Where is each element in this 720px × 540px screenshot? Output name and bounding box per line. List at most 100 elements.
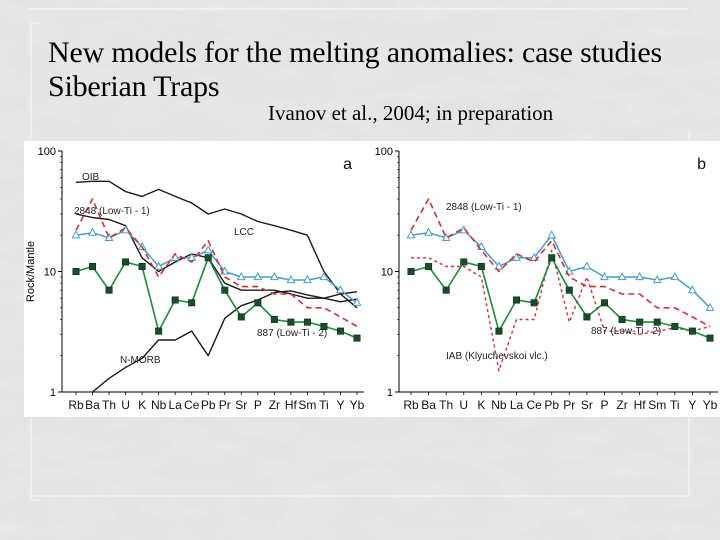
- y-axis-label: Rock/Mantle: [25, 241, 37, 302]
- x-tick-label: K: [477, 398, 485, 412]
- x-tick-label: Pb: [544, 398, 559, 412]
- data-point: [687, 285, 697, 294]
- data-point: [336, 285, 345, 294]
- data-point: [635, 271, 645, 281]
- data-point: [254, 299, 262, 307]
- series-line: [75, 180, 358, 309]
- panel-letter: a: [343, 156, 352, 173]
- x-tick-label: Rb: [403, 398, 419, 412]
- spider-diagram-a: 100 10 1 Rock/Mantle Rb Ba Th U K Nb La Ce Pb Pr Sr P Zr…: [25, 146, 365, 412]
- data-point: [425, 263, 433, 271]
- chart-panel-a: 100 10 1 Rock/Mantle Rb Ba Th U K Nb La Ce Pb Pr Sr P Zr…: [24, 141, 376, 417]
- x-tick-label: Nb: [151, 398, 167, 412]
- x-tick-label: Ce: [184, 398, 200, 412]
- data-point: [204, 254, 212, 262]
- data-point: [652, 274, 662, 284]
- x-tick-label: Ce: [526, 398, 542, 412]
- data-point: [705, 302, 715, 311]
- data-point: [71, 230, 81, 239]
- title-line-1: New models for the melting anomalies: ca…: [48, 36, 663, 69]
- series-line: [75, 213, 358, 299]
- data-point: [442, 286, 450, 294]
- series-label: 2848 (Low-Ti - 1): [74, 206, 150, 217]
- y-tick-label: 10: [44, 267, 56, 279]
- series-label: N-MORB: [120, 355, 161, 366]
- data-point: [617, 271, 627, 281]
- series-label: LCC: [234, 227, 254, 238]
- y-tick-label: 10: [381, 267, 393, 279]
- data-point: [203, 245, 213, 254]
- data-point: [236, 271, 246, 281]
- data-point: [477, 263, 485, 271]
- x-tick-label: Sm: [298, 398, 316, 412]
- y-tick-label: 100: [375, 146, 393, 158]
- x-tick-label: Hf: [634, 398, 647, 412]
- data-point: [565, 286, 573, 294]
- data-point: [336, 327, 344, 335]
- x-tick-label: Sm: [648, 398, 666, 412]
- series-line: [75, 229, 358, 304]
- data-point: [253, 271, 263, 281]
- x-tick-label: Pr: [563, 398, 575, 412]
- spider-diagram-b: 100 10 1 Rb Ba Th U K Nb La Ce Pb Pr Sr P Zr Hf Sm Ti Y Yb b 2…: [375, 146, 718, 412]
- x-tick-label: Y: [336, 398, 344, 412]
- x-tick-label: Sr: [581, 398, 593, 412]
- x-tick-label: Yb: [350, 398, 365, 412]
- data-point: [237, 313, 245, 321]
- data-point: [582, 261, 592, 270]
- data-point: [353, 334, 361, 342]
- series-label: OIB: [82, 172, 100, 183]
- series-label: IAB (Klyuchevskoi vlc.): [446, 351, 548, 362]
- x-tick-label: P: [600, 398, 608, 412]
- series-line: [75, 198, 358, 328]
- x-tick-label: La: [168, 398, 182, 412]
- data-point: [320, 322, 328, 330]
- x-tick-label: Pr: [219, 398, 231, 412]
- panel-letter: b: [697, 156, 706, 173]
- series-label: 887 (Low-Ti - 2): [257, 328, 327, 339]
- x-tick-label: La: [510, 398, 524, 412]
- data-point: [600, 271, 609, 281]
- frame-top-line: [28, 8, 688, 10]
- data-point: [302, 274, 312, 284]
- x-tick-label: Th: [102, 398, 116, 412]
- x-tick-label: Zr: [616, 398, 627, 412]
- series-label: 2848 (Low-Ti - 1): [446, 202, 522, 213]
- data-point: [270, 315, 278, 323]
- data-point: [670, 271, 680, 281]
- series-line: [411, 249, 711, 372]
- x-tick-label: Y: [688, 398, 696, 412]
- data-point: [548, 254, 556, 262]
- data-point: [89, 263, 97, 271]
- plot-area: [406, 198, 715, 372]
- data-point: [303, 318, 311, 326]
- y-tick-label: 1: [387, 387, 393, 399]
- x-tick-label: U: [121, 398, 130, 412]
- data-point: [653, 318, 661, 326]
- data-point: [138, 263, 146, 271]
- data-point: [269, 271, 279, 281]
- data-point: [171, 296, 179, 304]
- data-point: [583, 313, 591, 321]
- y-tick-label: 1: [50, 387, 56, 399]
- data-point: [188, 299, 196, 307]
- series-line: [410, 198, 711, 328]
- data-point: [512, 252, 521, 261]
- data-point: [122, 258, 130, 266]
- data-point: [221, 286, 229, 294]
- x-tick-label: Ti: [670, 398, 680, 412]
- x-tick-label: Ba: [421, 398, 436, 412]
- x-tick-label: Th: [439, 398, 453, 412]
- data-point: [494, 261, 504, 270]
- slide-title: New models for the melting anomalies: ca…: [48, 36, 662, 104]
- data-point: [706, 334, 714, 342]
- y-tick-label: 100: [38, 146, 56, 158]
- data-point: [600, 299, 608, 307]
- x-tick-label: Hf: [285, 398, 298, 412]
- x-tick-label: Pb: [201, 398, 216, 412]
- series-line: [91, 290, 358, 392]
- data-point: [105, 286, 113, 294]
- data-point: [671, 322, 679, 330]
- data-point: [460, 258, 468, 266]
- x-tick-label: Sr: [235, 398, 247, 412]
